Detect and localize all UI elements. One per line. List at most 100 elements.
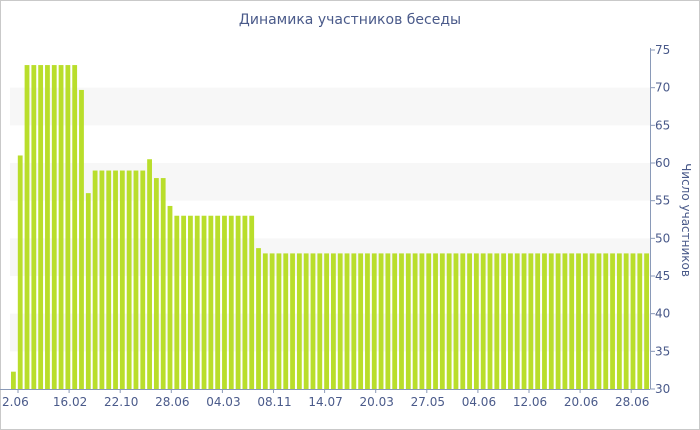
bar bbox=[201, 215, 207, 389]
bar bbox=[181, 215, 187, 389]
bar bbox=[535, 253, 541, 389]
bars-group bbox=[11, 65, 649, 390]
bar bbox=[487, 253, 493, 389]
bar bbox=[58, 65, 64, 390]
y-tick-label: 30 bbox=[655, 382, 670, 396]
bar bbox=[208, 215, 214, 389]
bar bbox=[616, 253, 622, 389]
bar bbox=[38, 65, 44, 390]
bar bbox=[576, 253, 581, 389]
bar bbox=[569, 253, 575, 389]
bar bbox=[31, 65, 37, 390]
bar bbox=[392, 253, 398, 389]
bar bbox=[276, 253, 282, 389]
bar bbox=[378, 253, 384, 389]
grid-bands bbox=[10, 87, 650, 352]
y-tick-label: 65 bbox=[655, 118, 670, 132]
x-tick-label: 04.03 bbox=[206, 395, 240, 409]
x-tick-label: 20.03 bbox=[360, 395, 394, 409]
bar bbox=[188, 215, 193, 389]
bar bbox=[623, 253, 629, 389]
x-tick-label: 12.06 bbox=[513, 395, 547, 409]
grid-band bbox=[10, 238, 650, 276]
bar bbox=[371, 253, 377, 389]
bar bbox=[242, 215, 248, 389]
x-tick-label: 16.02 bbox=[53, 395, 87, 409]
x-tick-label: 28.06 bbox=[155, 395, 189, 409]
bar bbox=[501, 253, 507, 389]
bar bbox=[269, 253, 275, 389]
x-tick-label: 2.06 bbox=[2, 395, 29, 409]
grid-band bbox=[10, 163, 650, 201]
bar bbox=[630, 253, 636, 389]
y-tick-label: 50 bbox=[655, 231, 670, 245]
bar bbox=[644, 253, 649, 389]
bar bbox=[439, 253, 445, 389]
bar bbox=[637, 253, 643, 389]
bar bbox=[433, 253, 438, 389]
bar bbox=[65, 65, 71, 390]
grid-band bbox=[10, 313, 650, 352]
bar bbox=[548, 253, 554, 389]
bar bbox=[596, 253, 602, 389]
bar bbox=[147, 159, 152, 389]
bar bbox=[99, 170, 105, 389]
x-tick-label: 20.06 bbox=[564, 395, 598, 409]
bar bbox=[262, 253, 268, 389]
bar bbox=[419, 253, 425, 389]
bar bbox=[133, 170, 139, 389]
grid-band bbox=[10, 87, 650, 126]
bar bbox=[310, 253, 316, 389]
y-tick-label: 45 bbox=[655, 269, 670, 283]
x-tick-label: 08.11 bbox=[257, 395, 291, 409]
bar bbox=[467, 253, 472, 389]
bar bbox=[351, 253, 357, 389]
bar bbox=[610, 253, 615, 389]
y-tick-label: 55 bbox=[655, 194, 670, 208]
bar bbox=[473, 253, 479, 389]
bar bbox=[337, 253, 343, 389]
y-tick-label: 75 bbox=[655, 43, 670, 57]
bar bbox=[194, 215, 200, 389]
bar bbox=[365, 253, 370, 389]
bar bbox=[79, 89, 84, 389]
bar bbox=[153, 178, 159, 389]
x-tick-label: 27.05 bbox=[411, 395, 445, 409]
bar bbox=[521, 253, 527, 389]
bar bbox=[331, 253, 336, 389]
bar bbox=[228, 215, 234, 389]
bar bbox=[222, 215, 227, 389]
bar bbox=[603, 253, 609, 389]
bar bbox=[24, 65, 30, 390]
y-axis-title: Число участников bbox=[679, 163, 693, 277]
bar bbox=[317, 253, 323, 389]
x-axis-ticks: 2.06 16.02 22.10 28.06 04.03 08.11 14.07 20.03 2… bbox=[2, 389, 649, 409]
bar bbox=[562, 253, 568, 389]
x-tick-label: 14.07 bbox=[308, 395, 342, 409]
bar bbox=[399, 253, 404, 389]
bar bbox=[235, 215, 241, 389]
bar bbox=[174, 215, 180, 389]
bar bbox=[119, 170, 125, 389]
bar bbox=[126, 170, 132, 389]
bar bbox=[514, 253, 520, 389]
bar bbox=[555, 253, 561, 389]
bar bbox=[446, 253, 452, 389]
bar bbox=[358, 253, 364, 389]
bar bbox=[405, 253, 411, 389]
bar bbox=[296, 253, 302, 389]
y-tick-label: 35 bbox=[655, 344, 670, 358]
bar bbox=[72, 65, 78, 390]
bar bbox=[283, 253, 289, 389]
bar bbox=[290, 253, 295, 389]
y-tick-label: 70 bbox=[655, 81, 670, 95]
bar bbox=[582, 253, 588, 389]
bar bbox=[426, 253, 432, 389]
bar bbox=[385, 253, 391, 389]
bar bbox=[51, 65, 57, 390]
bar bbox=[17, 155, 23, 389]
bar bbox=[324, 253, 329, 389]
bar bbox=[140, 170, 146, 389]
bar bbox=[453, 253, 459, 389]
